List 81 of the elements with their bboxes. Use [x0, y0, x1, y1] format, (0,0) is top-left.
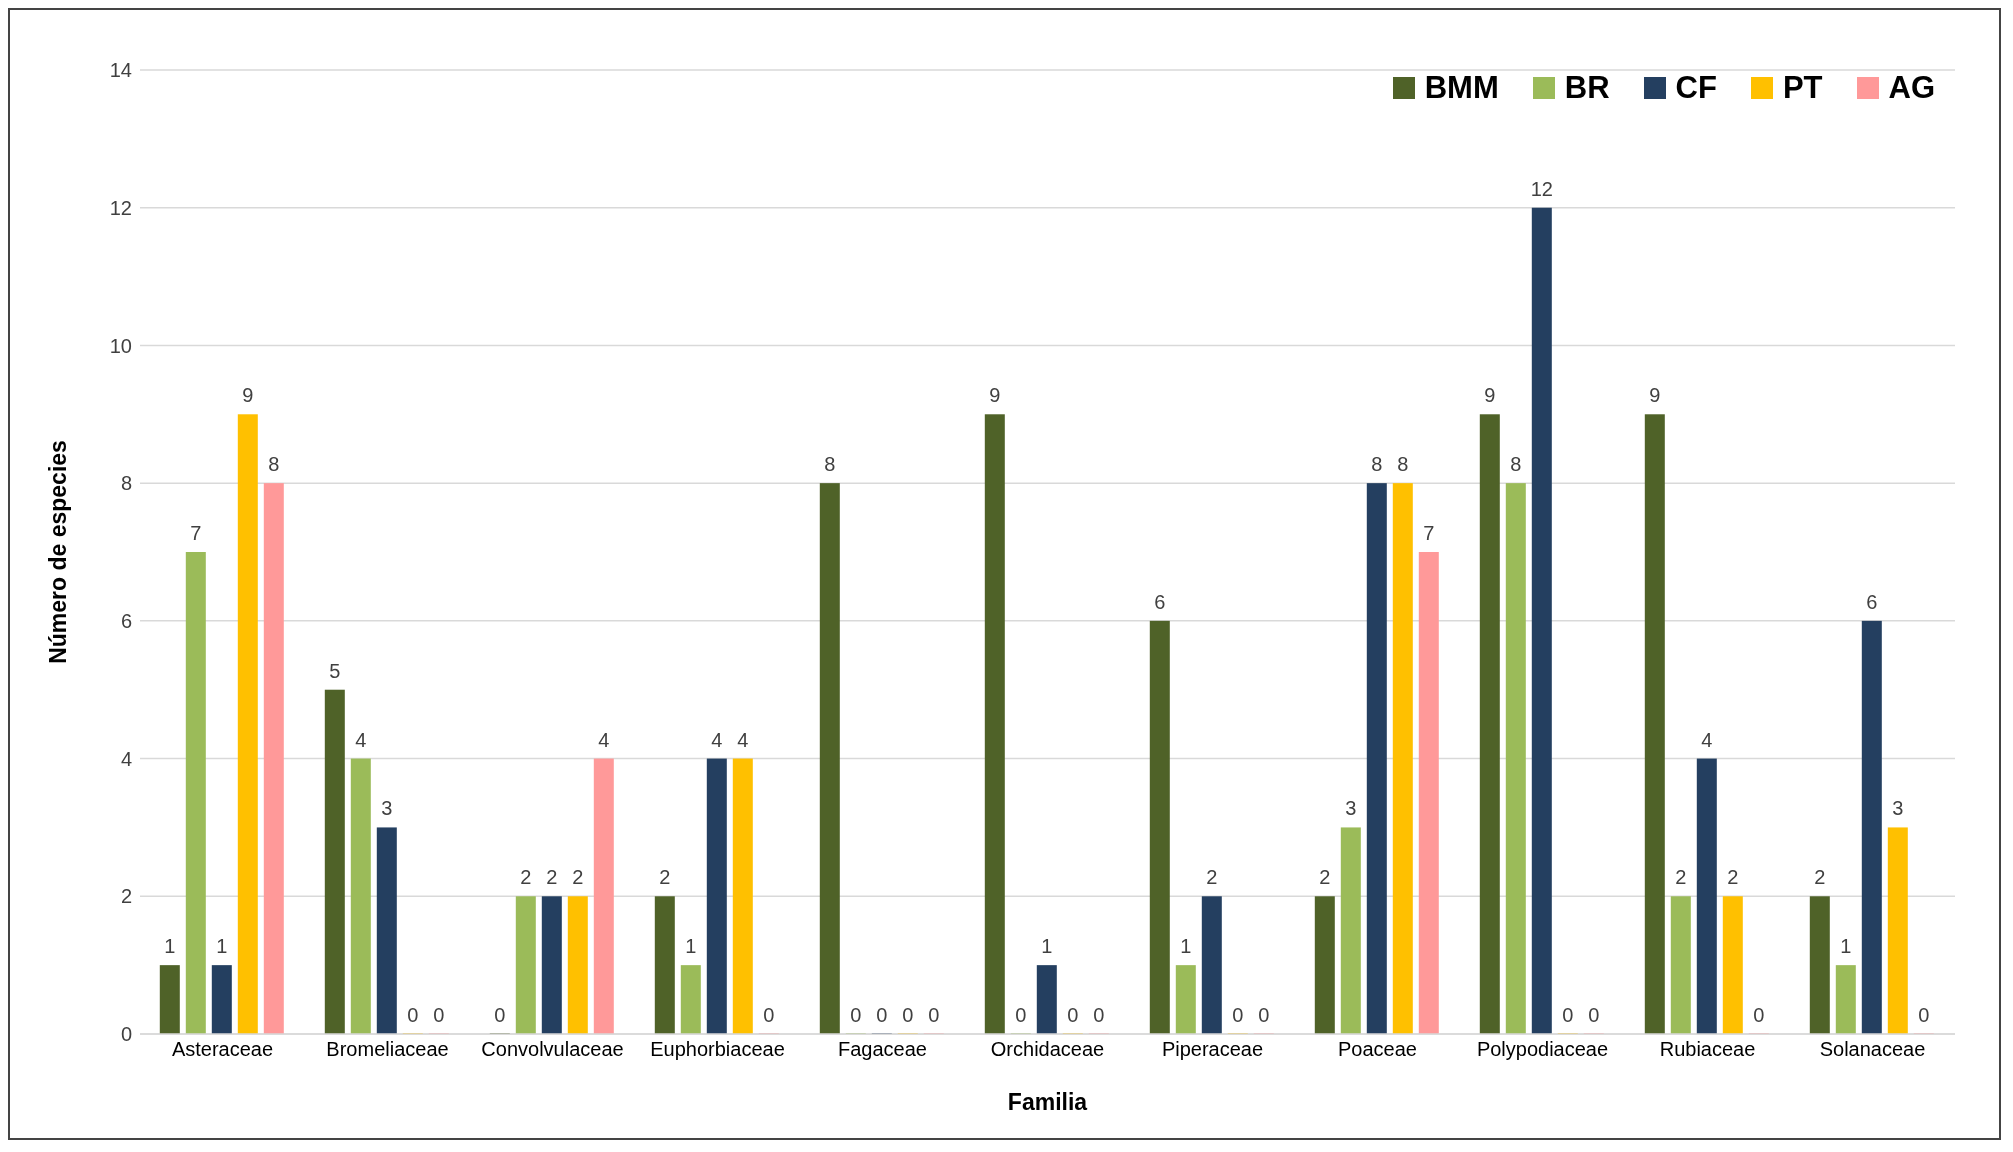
- x-tick-label: Convolvulaceae: [481, 1038, 624, 1061]
- y-tick-label: 2: [120, 885, 132, 908]
- y-tick-label: 12: [109, 196, 132, 219]
- data-label: 0: [1015, 1004, 1027, 1026]
- y-tick-label: 10: [109, 334, 132, 357]
- data-label: 0: [1067, 1004, 1079, 1026]
- x-tick-label: Solanaceae: [1819, 1038, 1926, 1061]
- data-label: 7: [1423, 522, 1435, 544]
- data-label: 2: [546, 866, 558, 889]
- data-label: 2: [659, 866, 671, 889]
- data-label: 0: [407, 1004, 419, 1026]
- data-label: 0: [763, 1004, 775, 1026]
- y-axis-title: Número de especies: [45, 440, 72, 664]
- x-tick-label: Poaceae: [1338, 1038, 1417, 1061]
- data-label: 0: [928, 1004, 940, 1026]
- data-label: 0: [1093, 1004, 1105, 1026]
- data-label: 6: [1154, 590, 1166, 613]
- data-label: 8: [1371, 453, 1383, 476]
- data-label: 1: [1041, 935, 1053, 958]
- data-label: 0: [1588, 1004, 1600, 1026]
- data-label: 2: [1727, 866, 1739, 889]
- data-label: 6: [1866, 590, 1878, 613]
- data-label: 0: [876, 1004, 888, 1026]
- data-label: 0: [902, 1004, 914, 1026]
- data-label: 0: [1232, 1004, 1244, 1026]
- data-label: 8: [1510, 453, 1522, 476]
- data-label: 8: [824, 453, 836, 476]
- x-tick-label: Rubiaceae: [1659, 1038, 1756, 1061]
- data-label: 9: [989, 384, 1001, 407]
- legend-label: PT: [1782, 70, 1823, 106]
- data-label: 2: [1319, 866, 1331, 889]
- y-tick-label: 14: [109, 59, 132, 82]
- x-tick-label: Piperaceae: [1161, 1038, 1264, 1061]
- y-tick-label: 0: [120, 1023, 132, 1046]
- data-label: 2: [1675, 866, 1687, 889]
- x-tick-label: Fagaceae: [838, 1038, 927, 1061]
- data-label: 3: [1345, 797, 1357, 820]
- data-label: 0: [1753, 1004, 1765, 1026]
- data-label: 0: [1562, 1004, 1574, 1026]
- x-axis-title: Familia: [1007, 1089, 1088, 1115]
- data-label: 9: [1484, 384, 1496, 407]
- data-label: 1: [216, 935, 228, 958]
- data-label: 3: [1892, 797, 1904, 820]
- legend-label: AG: [1888, 70, 1935, 106]
- x-tick-label: Asteraceae: [171, 1038, 274, 1061]
- data-label: 2: [1206, 866, 1218, 889]
- data-label: 1: [685, 935, 697, 958]
- data-label: 1: [164, 935, 176, 958]
- data-label: 7: [190, 522, 202, 544]
- data-label: 4: [598, 728, 610, 751]
- data-label: 1: [1840, 935, 1852, 958]
- data-label: 12: [1530, 177, 1553, 200]
- data-label: 4: [711, 728, 723, 751]
- x-tick-label: Euphorbiaceae: [650, 1038, 785, 1061]
- data-label: 1: [1180, 935, 1192, 958]
- data-label: 0: [1258, 1004, 1270, 1026]
- data-label: 5: [329, 659, 341, 682]
- x-tick-label: Polypodiaceae: [1476, 1038, 1609, 1061]
- data-label: 3: [381, 797, 393, 820]
- data-label: 2: [520, 866, 532, 889]
- data-label: 9: [1649, 384, 1661, 407]
- data-label: 2: [1814, 866, 1826, 889]
- y-tick-label: 4: [120, 747, 132, 770]
- data-label: 4: [1701, 728, 1713, 751]
- data-label: 8: [1397, 453, 1409, 476]
- legend-label: CF: [1675, 70, 1717, 106]
- data-label: 0: [850, 1004, 862, 1026]
- data-label: 0: [433, 1004, 445, 1026]
- x-tick-label: Orchidaceae: [990, 1038, 1105, 1061]
- data-label: 4: [355, 728, 367, 751]
- legend-label: BMM: [1424, 70, 1499, 106]
- x-tick-label: Bromeliaceae: [326, 1038, 449, 1061]
- data-label: 9: [242, 384, 254, 407]
- data-label: 2: [572, 866, 584, 889]
- y-tick-label: 8: [120, 472, 132, 495]
- y-tick-label: 6: [120, 609, 132, 632]
- data-label: 4: [737, 728, 749, 751]
- data-label: 8: [268, 453, 280, 476]
- data-label: 0: [1918, 1004, 1930, 1026]
- legend-label: BR: [1564, 70, 1610, 106]
- data-label: 0: [494, 1004, 506, 1026]
